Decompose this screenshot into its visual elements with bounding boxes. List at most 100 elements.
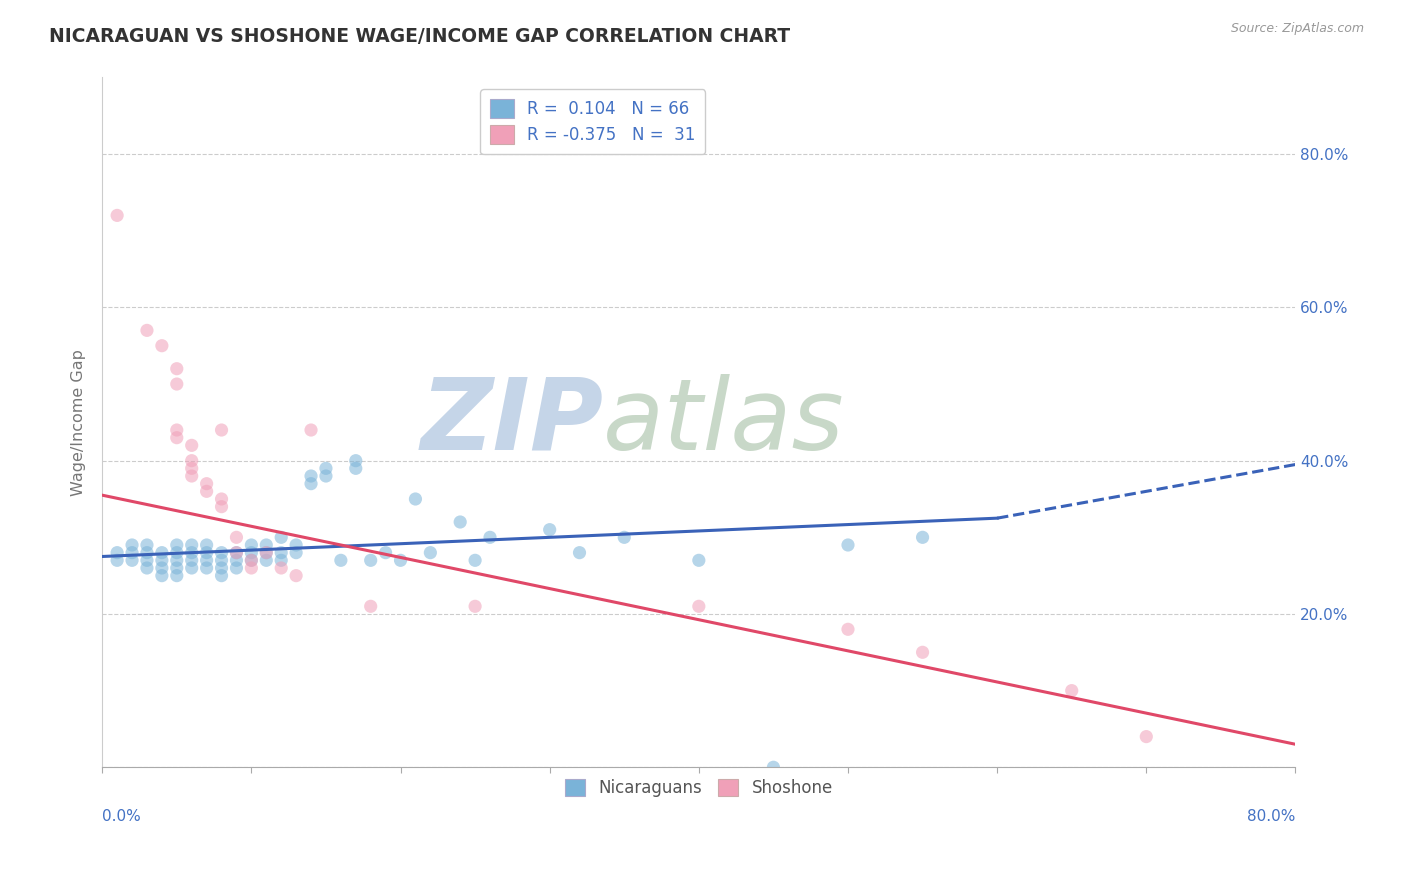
Point — [195, 561, 218, 575]
Point — [211, 561, 233, 575]
Point — [225, 561, 247, 575]
Point — [136, 323, 159, 337]
Point — [254, 546, 277, 560]
Point — [166, 568, 188, 582]
Point — [360, 553, 382, 567]
Point — [613, 530, 636, 544]
Point — [225, 546, 247, 560]
Point — [254, 553, 277, 567]
Point — [150, 561, 173, 575]
Point — [136, 546, 159, 560]
Point — [344, 453, 367, 467]
Point — [105, 553, 128, 567]
Point — [240, 546, 263, 560]
Point — [285, 546, 308, 560]
Point — [211, 553, 233, 567]
Point — [195, 553, 218, 567]
Point — [315, 469, 337, 483]
Point — [837, 622, 859, 636]
Point — [166, 538, 188, 552]
Point — [180, 461, 202, 475]
Point — [121, 538, 143, 552]
Legend: Nicaraguans, Shoshone: Nicaraguans, Shoshone — [558, 772, 839, 804]
Text: 80.0%: 80.0% — [1247, 809, 1295, 823]
Point — [136, 561, 159, 575]
Point — [195, 546, 218, 560]
Point — [195, 538, 218, 552]
Point — [285, 538, 308, 552]
Point — [211, 491, 233, 506]
Point — [538, 523, 561, 537]
Point — [195, 476, 218, 491]
Point — [374, 546, 396, 560]
Point — [299, 423, 322, 437]
Point — [180, 469, 202, 483]
Point — [225, 530, 247, 544]
Point — [299, 476, 322, 491]
Point — [1060, 683, 1083, 698]
Point — [105, 546, 128, 560]
Point — [762, 760, 785, 774]
Point — [180, 546, 202, 560]
Point — [911, 645, 934, 659]
Point — [180, 553, 202, 567]
Point — [270, 561, 292, 575]
Point — [270, 530, 292, 544]
Point — [180, 561, 202, 575]
Point — [419, 546, 441, 560]
Point — [150, 553, 173, 567]
Point — [105, 208, 128, 222]
Point — [180, 538, 202, 552]
Point — [211, 500, 233, 514]
Point — [180, 438, 202, 452]
Point — [166, 431, 188, 445]
Point — [360, 599, 382, 614]
Point — [270, 546, 292, 560]
Point — [299, 469, 322, 483]
Point — [166, 546, 188, 560]
Point — [211, 423, 233, 437]
Point — [136, 553, 159, 567]
Point — [121, 553, 143, 567]
Point — [688, 599, 710, 614]
Point — [837, 538, 859, 552]
Point — [449, 515, 471, 529]
Point — [404, 491, 426, 506]
Point — [270, 553, 292, 567]
Point — [180, 453, 202, 467]
Point — [150, 339, 173, 353]
Point — [464, 553, 486, 567]
Point — [389, 553, 412, 567]
Point — [240, 538, 263, 552]
Text: NICARAGUAN VS SHOSHONE WAGE/INCOME GAP CORRELATION CHART: NICARAGUAN VS SHOSHONE WAGE/INCOME GAP C… — [49, 27, 790, 45]
Point — [254, 546, 277, 560]
Point — [211, 546, 233, 560]
Point — [240, 561, 263, 575]
Text: atlas: atlas — [603, 374, 845, 471]
Point — [166, 423, 188, 437]
Text: 0.0%: 0.0% — [103, 809, 141, 823]
Point — [568, 546, 591, 560]
Text: Source: ZipAtlas.com: Source: ZipAtlas.com — [1230, 22, 1364, 36]
Point — [150, 568, 173, 582]
Point — [240, 553, 263, 567]
Point — [315, 461, 337, 475]
Point — [166, 561, 188, 575]
Point — [136, 538, 159, 552]
Point — [911, 530, 934, 544]
Point — [1135, 730, 1157, 744]
Y-axis label: Wage/Income Gap: Wage/Income Gap — [72, 349, 86, 496]
Point — [166, 553, 188, 567]
Point — [688, 553, 710, 567]
Point — [166, 377, 188, 392]
Point — [464, 599, 486, 614]
Text: ZIP: ZIP — [420, 374, 603, 471]
Point — [344, 461, 367, 475]
Point — [195, 484, 218, 499]
Point — [211, 568, 233, 582]
Point — [150, 546, 173, 560]
Point — [166, 361, 188, 376]
Point — [285, 568, 308, 582]
Point — [240, 553, 263, 567]
Point — [225, 553, 247, 567]
